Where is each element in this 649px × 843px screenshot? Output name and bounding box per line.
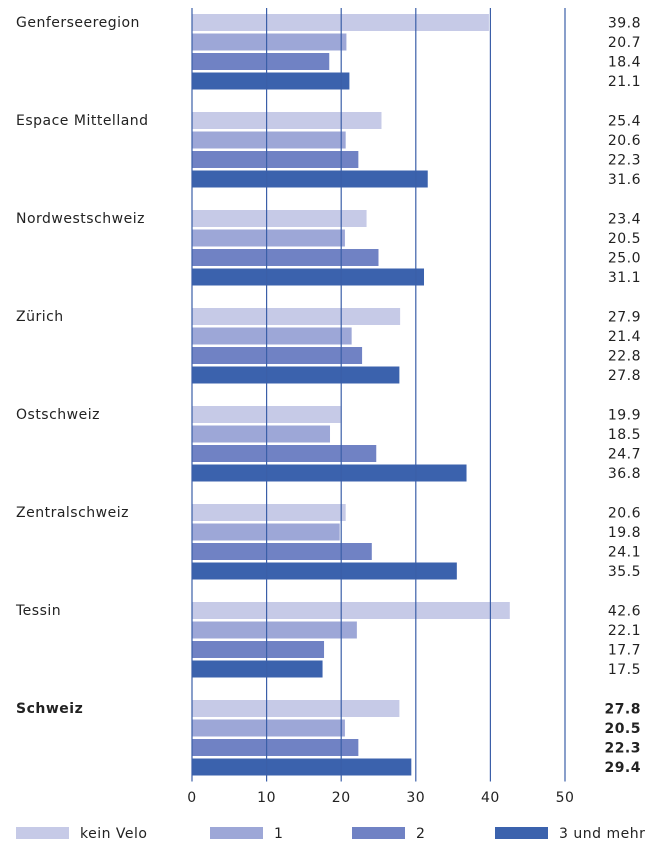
value-label: 20.5 xyxy=(604,721,641,737)
bar xyxy=(192,268,425,286)
x-tick-label: 20 xyxy=(332,790,351,806)
category-label: Tessin xyxy=(15,603,61,619)
bar xyxy=(192,602,510,619)
category-label: Schweiz xyxy=(16,701,83,717)
bar xyxy=(192,739,359,756)
legend-swatch xyxy=(16,827,69,839)
bar xyxy=(192,660,323,678)
bar xyxy=(192,523,340,541)
value-label: 21.1 xyxy=(608,74,641,90)
value-label: 20.6 xyxy=(608,506,641,522)
category-label: Nordwestschweiz xyxy=(16,211,145,227)
legend-label: 2 xyxy=(416,826,425,842)
category-label: Genferseeregion xyxy=(16,15,140,31)
bar xyxy=(192,347,363,364)
bar xyxy=(192,366,400,384)
value-label: 25.4 xyxy=(608,114,641,130)
bar xyxy=(192,249,379,266)
value-label: 21.4 xyxy=(608,329,641,345)
value-label: 31.1 xyxy=(608,270,641,286)
bar xyxy=(192,543,372,560)
value-label: 22.3 xyxy=(604,741,641,757)
value-label: 29.4 xyxy=(604,760,641,776)
bar xyxy=(192,72,350,90)
bar xyxy=(192,719,345,737)
bar xyxy=(192,327,352,345)
bar xyxy=(192,425,331,443)
bar xyxy=(192,700,400,717)
value-label: 20.5 xyxy=(608,231,641,247)
bar xyxy=(192,504,346,521)
legend-swatch xyxy=(495,827,548,839)
bar xyxy=(192,641,325,658)
value-label: 35.5 xyxy=(608,564,641,580)
bar xyxy=(192,464,467,482)
bar xyxy=(192,131,346,149)
bar xyxy=(192,170,428,188)
bar xyxy=(192,229,345,247)
bar xyxy=(192,308,401,325)
value-label: 27.8 xyxy=(604,702,641,718)
x-tick-label: 40 xyxy=(481,790,500,806)
value-label: 22.3 xyxy=(608,153,641,169)
bar xyxy=(192,53,330,70)
value-label: 22.1 xyxy=(608,623,641,639)
value-label: 18.5 xyxy=(608,427,641,443)
x-tick-label: 10 xyxy=(257,790,276,806)
value-label: 22.8 xyxy=(608,349,641,365)
value-label: 19.9 xyxy=(608,408,641,424)
value-label: 24.7 xyxy=(608,447,641,463)
value-label: 39.8 xyxy=(608,16,641,32)
bar xyxy=(192,758,412,776)
category-label: Ostschweiz xyxy=(16,407,100,423)
value-label: 20.6 xyxy=(608,133,641,149)
bar xyxy=(192,14,489,31)
value-label: 42.6 xyxy=(608,604,641,620)
x-tick-label: 0 xyxy=(187,790,196,806)
category-label: Zürich xyxy=(16,309,64,325)
legend-swatch xyxy=(210,827,263,839)
value-label: 23.4 xyxy=(608,212,641,228)
value-label: 18.4 xyxy=(608,55,641,71)
value-label: 24.1 xyxy=(608,545,641,561)
bar xyxy=(192,445,377,462)
bar xyxy=(192,210,367,227)
value-label: 27.9 xyxy=(608,310,641,326)
bar xyxy=(192,112,382,129)
legend-swatch xyxy=(352,827,405,839)
value-label: 27.8 xyxy=(608,368,641,384)
value-label: 36.8 xyxy=(608,466,641,482)
legend-label: 1 xyxy=(274,826,283,842)
value-label: 31.6 xyxy=(608,172,641,188)
value-label: 17.7 xyxy=(608,643,641,659)
value-label: 25.0 xyxy=(608,251,641,267)
bar xyxy=(192,621,357,639)
x-tick-label: 50 xyxy=(556,790,575,806)
bar xyxy=(192,562,457,580)
category-label: Espace Mittelland xyxy=(16,113,149,129)
value-label: 17.5 xyxy=(608,662,641,678)
category-label: Zentralschweiz xyxy=(16,505,129,521)
legend-label: kein Velo xyxy=(80,826,148,842)
value-label: 20.7 xyxy=(608,35,641,51)
bar xyxy=(192,151,359,168)
x-tick-label: 30 xyxy=(406,790,425,806)
legend-label: 3 und mehr xyxy=(559,826,645,842)
bar xyxy=(192,33,347,51)
value-label: 19.8 xyxy=(608,525,641,541)
